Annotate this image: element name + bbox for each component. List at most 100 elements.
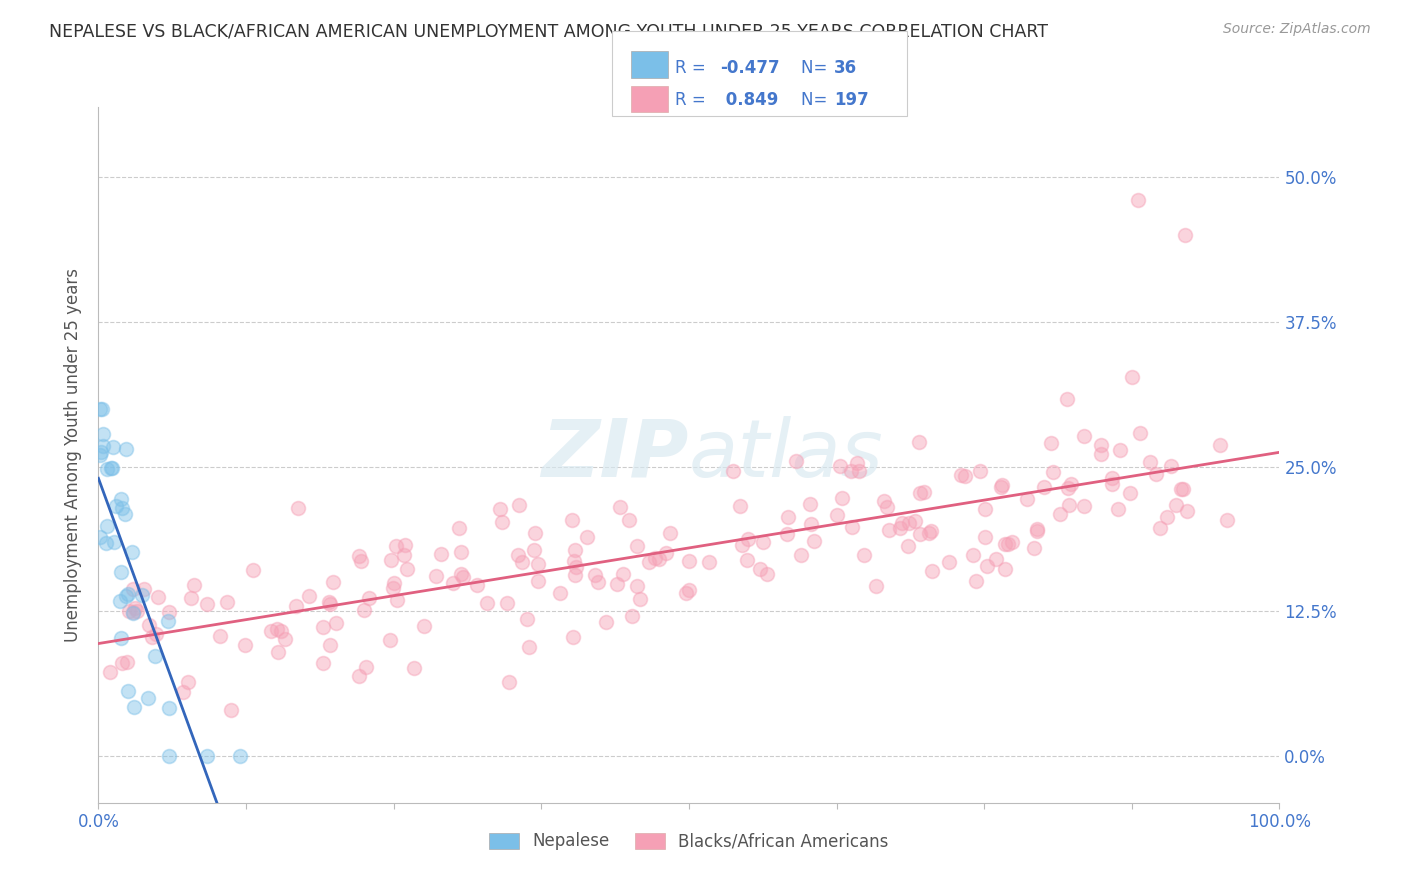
Point — [1144, 467, 1167, 481]
Point — [101, 461, 124, 475]
Point — [800, 516, 823, 531]
Point — [183, 578, 205, 592]
Point — [394, 538, 416, 552]
Point — [138, 617, 160, 632]
Point — [318, 595, 340, 609]
Point — [997, 536, 1019, 550]
Point — [274, 632, 297, 646]
Point — [103, 535, 125, 549]
Point — [115, 655, 138, 669]
Point — [312, 619, 335, 633]
Text: N=: N= — [801, 59, 832, 77]
Point — [159, 749, 181, 764]
Point — [1056, 392, 1078, 406]
Point — [839, 464, 862, 478]
Point — [730, 538, 752, 552]
Point — [385, 540, 408, 554]
Point — [752, 534, 775, 549]
Point — [208, 629, 231, 643]
Point — [918, 526, 941, 541]
Point — [609, 500, 631, 514]
Point — [349, 669, 371, 683]
Point — [447, 520, 470, 534]
Point — [1164, 498, 1187, 512]
Point — [1057, 498, 1080, 512]
Y-axis label: Unemployment Among Youth under 25 years: Unemployment Among Youth under 25 years — [65, 268, 83, 642]
Point — [118, 604, 141, 618]
Point — [172, 685, 194, 699]
Point — [962, 548, 984, 562]
Point — [177, 675, 200, 690]
Point — [1024, 541, 1046, 556]
Point — [889, 521, 911, 535]
Point — [380, 553, 402, 567]
Point — [117, 587, 139, 601]
Point — [830, 458, 852, 473]
Point — [90, 445, 112, 459]
Point — [350, 554, 373, 568]
Point — [425, 569, 447, 583]
Point — [1042, 465, 1064, 479]
Point — [322, 575, 344, 590]
Point — [908, 526, 931, 541]
Point — [143, 648, 166, 663]
Point — [562, 630, 585, 644]
Point — [1139, 454, 1161, 468]
Point — [628, 592, 651, 607]
Point — [110, 594, 132, 608]
Point — [450, 545, 472, 559]
Point — [395, 561, 418, 575]
Point — [1149, 521, 1171, 535]
Point — [735, 553, 758, 567]
Text: ZIP: ZIP — [541, 416, 689, 494]
Point — [1119, 486, 1142, 500]
Point — [1107, 502, 1129, 516]
Legend: Nepalese, Blacks/African Americans: Nepalese, Blacks/African Americans — [482, 826, 896, 857]
Text: -0.477: -0.477 — [720, 59, 779, 77]
Point — [721, 464, 744, 478]
Point — [229, 749, 252, 764]
Point — [548, 586, 571, 600]
Point — [353, 603, 375, 617]
Point — [865, 579, 887, 593]
Point — [1170, 483, 1192, 497]
Point — [626, 539, 648, 553]
Point — [1090, 447, 1112, 461]
Point — [831, 491, 853, 505]
Point — [125, 604, 148, 618]
Point — [737, 532, 759, 546]
Point — [1026, 524, 1049, 538]
Point — [156, 614, 179, 628]
Point — [146, 590, 169, 604]
Point — [94, 536, 117, 550]
Point — [382, 576, 405, 591]
Point — [259, 624, 281, 638]
Point — [441, 576, 464, 591]
Point — [1056, 481, 1078, 495]
Point — [799, 497, 821, 511]
Point — [586, 574, 609, 589]
Point — [195, 598, 218, 612]
Point — [1209, 437, 1232, 451]
Point — [1109, 442, 1132, 457]
Point — [356, 660, 378, 674]
Point — [145, 627, 167, 641]
Text: 36: 36 — [834, 59, 856, 77]
Point — [626, 579, 648, 593]
Point — [825, 508, 848, 522]
Point — [898, 516, 921, 530]
Point — [121, 582, 143, 596]
Point — [612, 566, 634, 581]
Point — [96, 518, 118, 533]
Point — [1060, 476, 1083, 491]
Text: 197: 197 — [834, 91, 869, 109]
Point — [100, 461, 122, 475]
Point — [114, 589, 136, 603]
Point — [1017, 492, 1039, 507]
Point — [876, 500, 898, 514]
Point — [872, 494, 894, 508]
Point — [89, 448, 111, 462]
Point — [319, 597, 342, 611]
Point — [195, 749, 218, 764]
Point — [382, 581, 405, 595]
